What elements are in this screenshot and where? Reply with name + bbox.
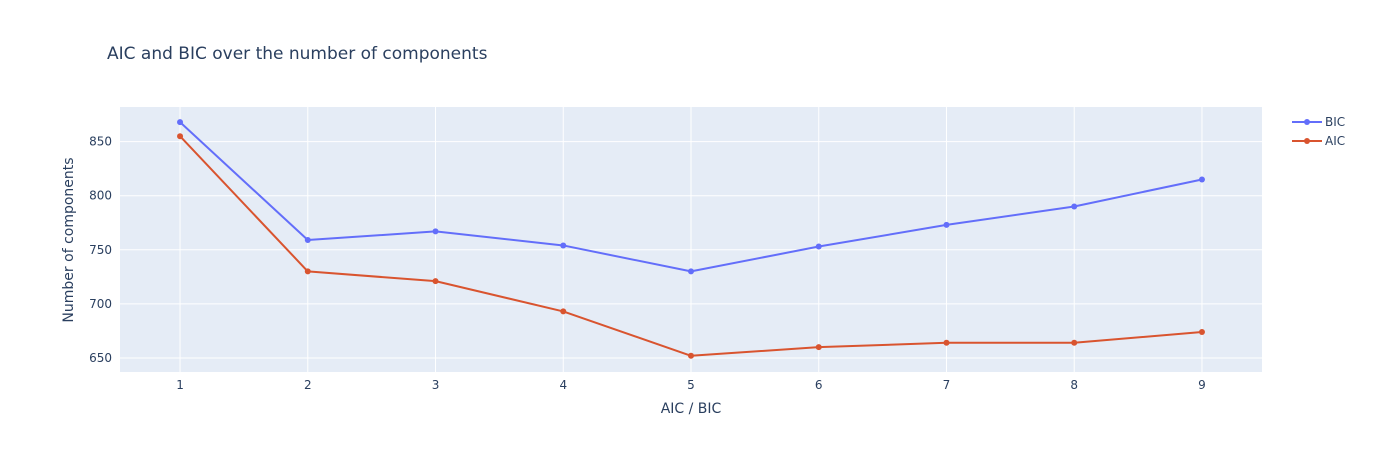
data-point-bic[interactable] [304, 237, 311, 244]
data-point-aic[interactable] [688, 352, 694, 359]
x-tick-label: 5 [687, 378, 695, 392]
x-tick-label: 4 [559, 378, 567, 392]
x-tick-label: 6 [815, 378, 823, 392]
legend-marker-bic [1304, 119, 1310, 125]
data-point-bic[interactable] [1198, 176, 1205, 183]
legend-marker-aic [1304, 138, 1310, 144]
data-point-aic[interactable] [1071, 339, 1078, 346]
x-tick-label: 1 [176, 378, 184, 392]
data-point-aic[interactable] [432, 278, 439, 285]
y-tick-label: 800 [89, 189, 112, 203]
x-tick-label: 3 [432, 378, 440, 392]
data-point-aic[interactable] [304, 268, 311, 275]
data-point-aic[interactable] [815, 344, 822, 351]
legend-label-aic: AIC [1325, 134, 1345, 148]
y-tick-label: 750 [89, 243, 112, 257]
series-aic [177, 133, 1205, 359]
legend[interactable]: BIC AIC [1292, 115, 1345, 148]
y-tick-label: 650 [89, 351, 112, 365]
data-point-bic[interactable] [177, 119, 184, 126]
data-point-bic[interactable] [560, 242, 567, 249]
x-tick-label: 8 [1070, 378, 1078, 392]
data-point-bic[interactable] [815, 243, 822, 250]
x-axis-title: AIC / BIC [661, 401, 722, 417]
legend-item-aic[interactable]: AIC [1292, 134, 1345, 148]
data-point-bic[interactable] [1071, 203, 1078, 210]
x-tick-label: 2 [304, 378, 312, 392]
data-point-aic[interactable] [1198, 328, 1205, 335]
series-layer [177, 119, 1205, 359]
x-tick-label: 7 [943, 378, 951, 392]
data-point-bic[interactable] [943, 221, 950, 228]
x-axis-ticks: 1 2 3 4 5 6 7 8 9 [176, 378, 1206, 392]
legend-item-bic[interactable]: BIC [1292, 115, 1345, 129]
y-tick-label: 700 [89, 297, 112, 311]
legend-label-bic: BIC [1325, 115, 1345, 129]
data-point-bic[interactable] [688, 268, 694, 275]
data-point-bic[interactable] [432, 228, 439, 235]
data-point-aic[interactable] [943, 339, 950, 346]
y-axis-title: Number of components [61, 157, 77, 322]
series-bic [177, 119, 1205, 275]
y-tick-label: 850 [89, 135, 112, 149]
data-point-aic[interactable] [177, 133, 184, 140]
x-tick-label: 9 [1198, 378, 1206, 392]
chart-title: AIC and BIC over the number of component… [107, 44, 488, 64]
data-point-aic[interactable] [560, 308, 567, 315]
y-axis-ticks: 650 700 750 800 850 [89, 135, 112, 365]
